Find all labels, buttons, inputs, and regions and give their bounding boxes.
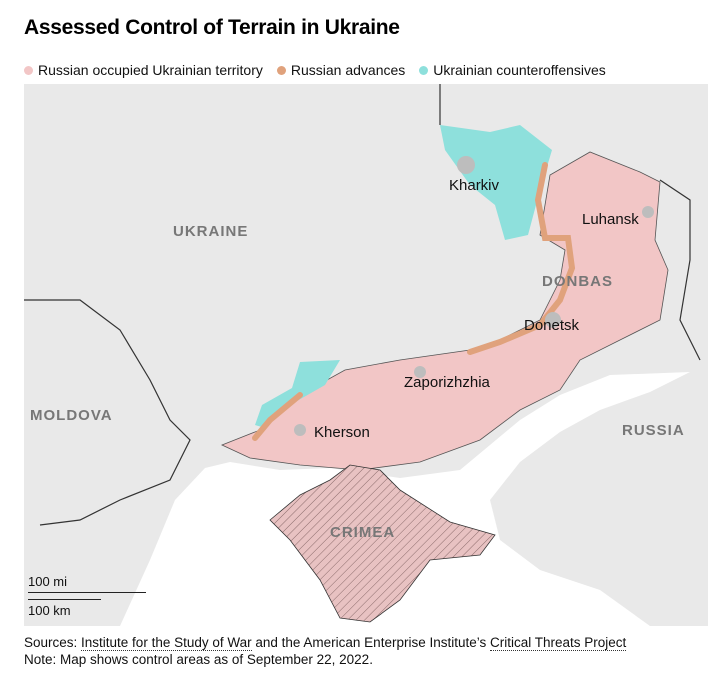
- occupied-territory: [220, 151, 669, 471]
- city-label-kherson: Kherson: [314, 424, 370, 441]
- scale-km-label: 100 km: [28, 603, 71, 618]
- legend-item-advances: Russian advances: [276, 62, 406, 78]
- scale-miles-bar: [28, 592, 146, 593]
- map-title: Assessed Control of Terrain in Ukraine: [24, 16, 400, 39]
- region-label-moldova: MOLDOVA: [30, 407, 113, 424]
- crimea-occupied: [269, 464, 496, 623]
- source-link-critical-threats[interactable]: Critical Threats Project: [490, 635, 627, 651]
- russian-advances: [252, 162, 576, 441]
- city-label-kharkiv: Kharkiv: [449, 177, 500, 194]
- russia-border: [439, 84, 701, 361]
- advances-swatch: [276, 65, 286, 75]
- city-label-donetsk: Donetsk: [524, 317, 580, 334]
- country-border: [24, 299, 191, 526]
- legend: Russian occupied Ukrainian territory Rus…: [24, 62, 606, 78]
- legend-item-occupied: Russian occupied Ukrainian territory: [24, 62, 263, 78]
- region-label-donbas: DONBAS: [542, 273, 614, 290]
- occupied-swatch: [24, 65, 33, 75]
- city-label-luhansk: Luhansk: [582, 211, 639, 228]
- sources-prefix: Sources:: [24, 635, 82, 650]
- region-label-russia: RUSSIA: [622, 422, 685, 439]
- legend-label: Ukrainian counteroffensives: [433, 62, 606, 78]
- source-link-isw[interactable]: Institute for the Study of War: [81, 635, 252, 651]
- legend-label: Russian occupied Ukrainian territory: [38, 62, 263, 78]
- scale-km-bar: [28, 599, 101, 600]
- footer: Sources: Institute for the Study of War …: [24, 634, 627, 668]
- terrain-map: [24, 84, 708, 626]
- sources-line: Sources: Institute for the Study of War …: [24, 634, 627, 651]
- scale-miles-label: 100 mi: [28, 574, 68, 589]
- kharkiv-counteroffensive: [440, 125, 552, 240]
- counteroffensive-swatch: [419, 65, 429, 75]
- legend-item-counteroffensives: Ukrainian counteroffensives: [419, 62, 606, 78]
- legend-label: Russian advances: [290, 62, 406, 78]
- note: Note: Map shows control areas as of Sept…: [24, 652, 373, 667]
- region-label-crimea: CRIMEA: [330, 524, 396, 541]
- region-label-ukraine: UKRAINE: [173, 223, 249, 240]
- scale-bar: 100 mi 100 km: [28, 574, 146, 618]
- city-dots: [294, 156, 654, 436]
- sources-mid: and the American Enterprise Institute’s: [251, 635, 490, 650]
- city-label-zaporizhzhia: Zaporizhzhia: [404, 374, 490, 391]
